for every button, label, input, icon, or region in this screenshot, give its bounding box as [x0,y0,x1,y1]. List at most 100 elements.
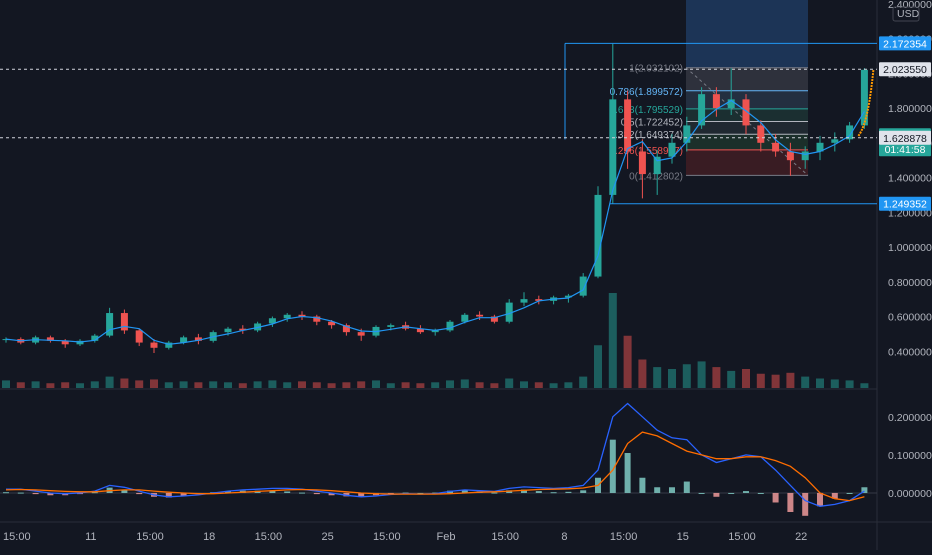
macd-histogram-bar [328,492,335,496]
volume-bar [520,381,528,388]
volume-bar [401,382,410,388]
fib-level-label: 0.5(1.722452) [621,118,683,129]
volume-bar [61,382,70,388]
price-label-text: 2.023550 [883,64,927,76]
candle-body [683,125,691,143]
macd-histogram-bar [269,490,276,493]
volume-bar [150,379,158,388]
macd-histogram-bar [461,489,468,493]
price-tick-label: 1.800000 [888,103,932,115]
macd-histogram-bar [121,490,128,493]
volume-bar [564,382,573,388]
candle-body [846,125,854,140]
time-tick-label: 15 [677,531,689,543]
volume-bar [623,335,632,388]
candle-body [698,94,706,126]
volume-bar [2,380,10,388]
macd-histogram-bar [225,491,231,493]
volume-bar [224,382,232,388]
moving-average-line [5,99,865,345]
macd-tick-label: 0.100000 [888,450,932,462]
candle-body [239,328,247,331]
candle-body [268,318,276,324]
candle-body [594,194,602,277]
macd-histogram-bar [728,492,735,494]
candle-body [505,302,513,322]
fib-level-label: 0.786(1.899572) [610,87,683,98]
candle-body [860,69,868,126]
fib-band [686,121,808,135]
macd-histogram-bar [535,491,542,493]
macd-histogram-bar [284,491,291,493]
volume-bar [505,378,514,388]
candle-body [328,321,336,326]
candle-body [150,342,158,348]
volume-bar [372,380,380,388]
candle-body [313,316,321,322]
price-label-box [879,62,931,77]
candle-body [624,99,632,152]
price-label-box [879,196,931,211]
volume-bar [357,381,366,388]
candle-body [668,142,676,157]
signal-line [5,431,865,502]
macd-histogram-bar [3,492,9,494]
macd-histogram-bar [32,492,39,495]
macd-histogram-bar [772,492,779,503]
volume-bar [786,372,795,388]
price-label-text: 01:41:58 [885,144,926,156]
volume-bar [194,382,203,388]
fib-band [686,134,808,150]
macd-histogram-bar [17,492,24,494]
candle-body [106,313,114,336]
candle-body [357,332,365,336]
time-tick-label: 15:00 [3,531,31,543]
time-tick-label: 25 [321,531,333,543]
price-label-text: 1.628878 [883,133,927,145]
macd-histogram-bar [47,492,54,496]
time-tick-label: 11 [85,531,96,543]
candle-body [712,94,720,109]
candle-body [831,139,839,143]
volume-bar [16,382,25,388]
price-label-box [879,142,931,157]
fib-level-label: 0.236(1.558957) [610,146,683,157]
candle-body [180,337,188,343]
macd-histogram-bar [313,492,320,495]
volume-bar [845,380,854,388]
time-tick-label: 15:00 [255,531,283,543]
macd-histogram-bar [654,487,661,493]
volume-bar [431,382,440,388]
macd-tick-label: 0.000000 [888,488,932,500]
macd-histogram-bar [180,492,187,497]
volume-bar [179,381,188,388]
price-label-box [879,130,931,145]
volume-bar [682,364,691,388]
price-label-text: 1.249352 [883,199,927,211]
candle-body [194,337,202,341]
volume-bar [534,382,543,388]
volume-bar [90,381,99,388]
candle-body [135,330,143,343]
volume-bar [460,379,469,388]
macd-histogram-bar [165,492,172,498]
volume-bar [608,293,617,388]
candle-body [342,325,350,333]
volume-bar [490,383,499,388]
volume-bar [298,381,306,388]
candle-body [224,328,232,333]
macd-histogram-bar [136,492,143,495]
macd-histogram-bar [521,489,527,493]
candle-body [727,99,735,109]
volume-bar [697,361,706,388]
candle-body [387,325,395,327]
time-tick-label: 15:00 [491,531,519,543]
candle-body [476,314,484,317]
volume-bar [816,378,824,388]
macd-histogram-bar [757,492,764,494]
volume-bar [475,382,484,388]
volume-bar [771,374,780,388]
volume-bar [756,373,765,388]
